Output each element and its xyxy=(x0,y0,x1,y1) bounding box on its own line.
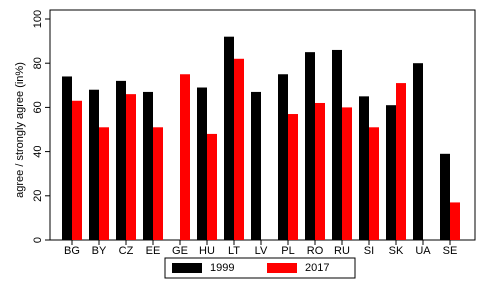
bar xyxy=(369,127,379,240)
bar xyxy=(234,58,244,240)
bar xyxy=(116,80,126,240)
bar xyxy=(450,202,460,240)
y-tick-label: 80 xyxy=(32,57,44,69)
bar xyxy=(332,49,342,240)
y-tick-label: 100 xyxy=(32,10,44,28)
x-tick-label: SI xyxy=(364,245,374,257)
x-tick-label: GE xyxy=(172,245,188,257)
bar xyxy=(386,105,396,240)
legend-label: 1999 xyxy=(210,262,234,274)
x-tick-label: LV xyxy=(255,245,268,257)
x-tick-label: BY xyxy=(92,245,107,257)
bar xyxy=(153,127,163,240)
y-tick-label: 0 xyxy=(32,237,44,243)
legend-label: 2017 xyxy=(305,262,329,274)
bar xyxy=(288,114,298,240)
bar xyxy=(315,102,325,240)
bar xyxy=(126,94,136,240)
bar xyxy=(342,107,352,241)
bar xyxy=(207,133,217,240)
bar xyxy=(72,100,82,241)
x-tick-label: SK xyxy=(389,245,404,257)
plot-frame xyxy=(49,9,476,241)
y-axis-label: agree / strongly agree (in%) xyxy=(14,62,26,198)
legend-swatch xyxy=(172,263,202,273)
bar xyxy=(99,127,109,240)
x-tick-label: UA xyxy=(415,245,431,257)
bar xyxy=(224,36,234,241)
bar xyxy=(89,89,99,240)
x-tick-label: RO xyxy=(307,245,324,257)
x-tick-label: BG xyxy=(64,245,80,257)
x-tick-label: PL xyxy=(281,245,294,257)
bar xyxy=(396,83,406,240)
x-tick-label: HU xyxy=(199,245,215,257)
x-tick-label: LT xyxy=(228,245,240,257)
bar xyxy=(359,96,369,240)
x-tick-label: EE xyxy=(146,245,161,257)
y-tick-label: 60 xyxy=(32,101,44,113)
bar xyxy=(180,74,190,240)
bar xyxy=(197,87,207,240)
legend-swatch xyxy=(267,263,297,273)
bar xyxy=(413,63,423,241)
x-tick-label: SE xyxy=(443,245,458,257)
bar xyxy=(251,91,261,241)
bar xyxy=(62,76,72,241)
bar xyxy=(143,91,153,241)
legend-box xyxy=(164,257,356,279)
y-tick-label: 20 xyxy=(32,190,44,202)
bar xyxy=(440,153,450,240)
bar xyxy=(278,74,288,240)
y-tick-label: 40 xyxy=(32,145,44,157)
bar xyxy=(305,52,315,241)
x-tick-label: RU xyxy=(334,245,350,257)
x-tick-label: CZ xyxy=(119,245,134,257)
